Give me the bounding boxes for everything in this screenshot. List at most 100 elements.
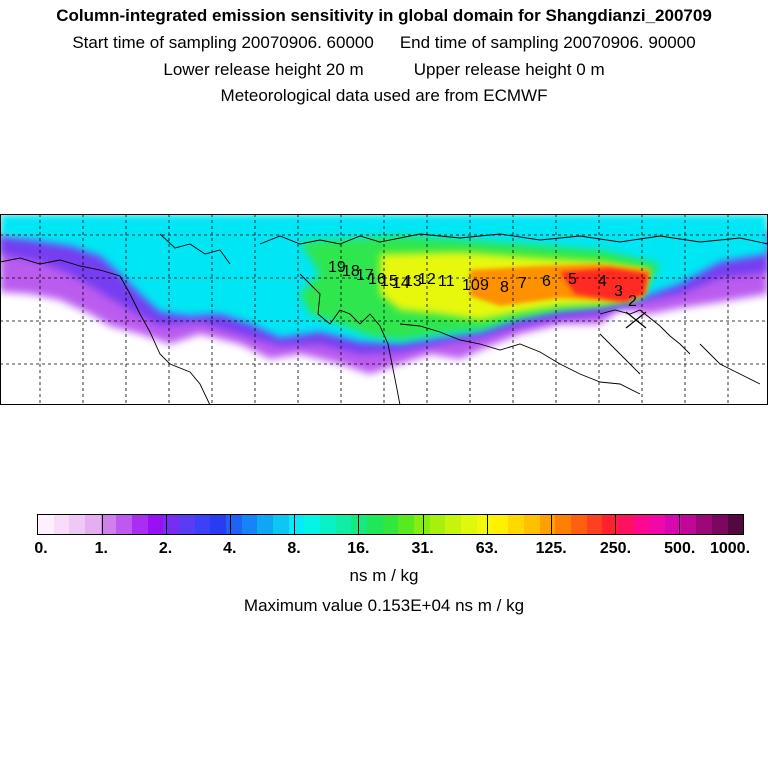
trajectory-label: 7: [518, 275, 527, 292]
color-scale-cell: [288, 515, 305, 534]
trajectory-label: 4: [598, 273, 607, 290]
color-scale-cell: [617, 515, 634, 534]
color-scale-tick-label: 250.: [599, 540, 632, 557]
color-scale-cell: [429, 515, 446, 534]
color-scale-divider: [102, 515, 104, 534]
color-scale-divider: [230, 515, 232, 534]
trajectory-label: 10: [462, 277, 480, 294]
color-scale-cell: [445, 515, 462, 534]
color-scale-cell: [304, 515, 321, 534]
color-scale-divider: [422, 515, 424, 534]
color-scale-tick-label: 31.: [411, 540, 434, 557]
lower-release-height-label: Lower release height 20 m: [163, 60, 364, 79]
color-scale-bar: [37, 514, 744, 535]
trajectory-label: 19: [328, 259, 346, 276]
color-scale-cell: [696, 515, 712, 534]
color-scale-divider: [486, 515, 488, 534]
color-scale-tick-label: 2.: [158, 540, 173, 557]
color-scale-cell: [210, 515, 227, 534]
trajectory-label: 9: [480, 277, 489, 294]
color-scale-divider: [358, 515, 360, 534]
color-scale-cell: [132, 515, 148, 534]
color-scale-divider: [294, 515, 296, 534]
color-scale-tick-label: 16.: [347, 540, 370, 557]
color-scale-cell: [382, 515, 399, 534]
color-scale-cell: [414, 515, 430, 534]
color-scale-cell: [367, 515, 383, 534]
color-scale-tick-label: 63.: [475, 540, 499, 557]
color-scale-cell: [398, 515, 415, 534]
map-title: Column-integrated emission sensitivity i…: [56, 6, 712, 25]
color-scale-cell: [492, 515, 509, 534]
release-heights: Lower release height 20 m Upper release h…: [0, 60, 768, 80]
color-scale-divider: [550, 515, 552, 534]
color-scale-cell: [602, 515, 618, 534]
color-scale-cell: [523, 515, 540, 534]
color-scale-cell: [320, 515, 336, 534]
color-scale-cell: [69, 515, 86, 534]
met-data-label: Meteorological data used are from ECMWF: [220, 86, 548, 105]
color-scale-cell: [711, 515, 728, 534]
color-scale-divider: [678, 515, 680, 534]
trajectory-label: 3: [614, 283, 623, 300]
color-scale-tick-label: 125.: [535, 540, 567, 557]
x-marker-icon: [625, 311, 647, 329]
color-scale-cell: [85, 515, 101, 534]
color-scale-cell: [570, 515, 587, 534]
color-scale-cell: [680, 515, 697, 534]
color-scale-cell: [273, 515, 289, 534]
trajectory-label: 6: [542, 273, 551, 290]
color-scale-tick-label: 500.: [664, 540, 696, 557]
color-scale-cell: [633, 515, 650, 534]
trajectory-label: 2: [628, 293, 637, 310]
trajectory-label: 15: [380, 273, 398, 290]
start-time-label: Start time of sampling 20070906. 60000: [72, 33, 374, 52]
color-scale-tick-label: 0.: [34, 540, 48, 557]
color-scale-cell: [100, 515, 117, 534]
color-scale-cell: [53, 515, 70, 534]
color-scale-cell: [508, 515, 524, 534]
color-scale-cell: [664, 515, 681, 534]
trajectory-label: 8: [500, 279, 509, 296]
trajectory-label: 13: [404, 273, 422, 290]
trajectory-label: 11: [438, 273, 455, 290]
color-scale-cell: [461, 515, 477, 534]
color-scale-tick-label: 8.: [287, 540, 301, 557]
color-scale-cell: [476, 515, 493, 534]
color-scale-cell: [163, 515, 180, 534]
color-scale-cell: [649, 515, 665, 534]
units-label: ns m / kg: [349, 566, 419, 585]
color-scale-cell: [116, 515, 133, 534]
trajectory-label: 14: [392, 275, 410, 292]
graticule: [0, 214, 768, 405]
maximum-value-label: Maximum value 0.153E+04 ns m / kg: [243, 596, 525, 615]
end-time-label: End time of sampling 20070906. 90000: [399, 33, 696, 52]
color-scale-cell: [226, 515, 242, 534]
color-scale-tick-label: 1000.: [709, 540, 751, 557]
color-scale-cell: [586, 515, 603, 534]
trajectory-label: 17: [356, 267, 374, 284]
color-scale-cell: [179, 515, 195, 534]
color-scale-cell: [194, 515, 211, 534]
upper-release-height-label: Upper release height 0 m: [413, 60, 605, 79]
color-scale-cell: [555, 515, 571, 534]
color-scale-tick-label: 1.: [94, 540, 108, 557]
trajectory-label: 5: [568, 271, 577, 288]
color-scale-divider: [614, 515, 616, 534]
color-scale-cell: [147, 515, 164, 534]
color-scale-cell: [257, 515, 274, 534]
color-scale-divider: [166, 515, 168, 534]
color-scale-cell: [241, 515, 258, 534]
color-scale-cell: [539, 515, 556, 534]
sampling-times: Start time of sampling 20070906. 60000 En…: [0, 33, 768, 53]
trajectory-label: 16: [368, 271, 386, 288]
coastlines: [0, 233, 768, 406]
trajectory-label: 12: [418, 271, 436, 288]
color-scale-tick-label: 4.: [223, 540, 237, 557]
color-scale-cell: [335, 515, 352, 534]
field-red: [560, 268, 648, 302]
color-scale-cell: [727, 515, 744, 534]
trajectory-label: 18: [342, 263, 360, 280]
